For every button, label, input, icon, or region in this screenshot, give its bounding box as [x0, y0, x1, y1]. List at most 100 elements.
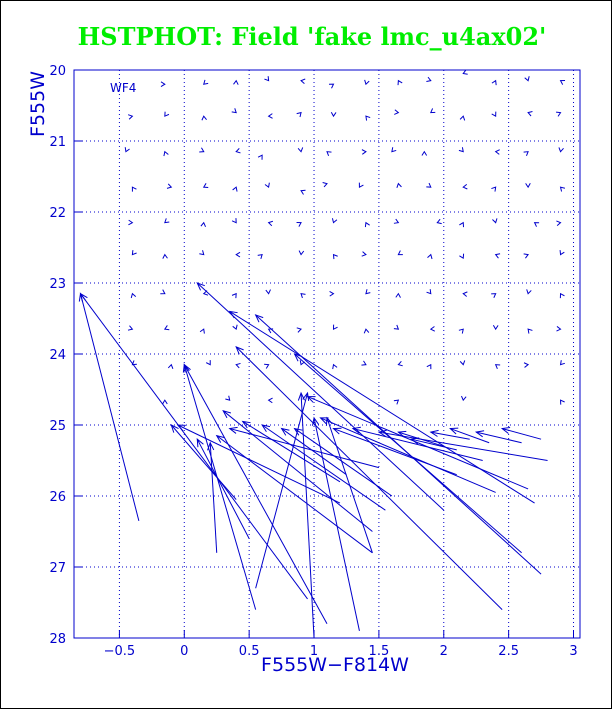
data-point	[365, 115, 371, 121]
offset-arrow	[242, 421, 341, 483]
data-point	[127, 325, 134, 331]
data-point	[296, 327, 302, 333]
data-point	[430, 108, 436, 114]
arrow-head	[332, 427, 342, 435]
data-point	[231, 218, 237, 224]
arrow-head	[319, 417, 329, 424]
data-point	[560, 399, 565, 405]
data-point	[300, 189, 306, 195]
data-point	[296, 111, 302, 118]
data-point	[199, 250, 205, 256]
offset-arrow	[196, 438, 250, 539]
data-point	[235, 362, 241, 369]
data-point	[128, 219, 134, 226]
offset-arrow	[196, 282, 445, 511]
data-point	[523, 253, 529, 259]
data-point	[332, 253, 338, 260]
data-point	[524, 76, 530, 82]
y-tick-label: 26	[49, 490, 66, 505]
points-layer	[124, 69, 566, 405]
y-tick-label: 20	[49, 64, 66, 79]
panel-label: WF4	[110, 81, 136, 95]
arrow-head	[397, 430, 407, 438]
offset-arrow	[261, 424, 386, 511]
data-point	[299, 360, 305, 366]
data-point	[364, 221, 370, 228]
arrow-head	[79, 292, 88, 302]
arrow-head	[261, 424, 271, 433]
data-point	[322, 181, 328, 188]
arrow-head	[500, 426, 511, 434]
offset-arrow	[411, 438, 457, 451]
offset-arrow	[177, 424, 341, 504]
data-point	[200, 221, 207, 227]
data-point	[525, 182, 531, 189]
data-point	[527, 111, 533, 117]
data-point	[267, 328, 274, 334]
arrow-head	[207, 441, 215, 451]
x-axis: −0.5 0 0.5 1 1.5 2 2.5 3	[104, 630, 578, 659]
data-point	[298, 250, 305, 256]
data-point	[533, 222, 540, 227]
data-point	[235, 251, 241, 258]
data-point	[365, 289, 371, 295]
y-tick-label: 21	[49, 135, 66, 150]
data-point	[559, 186, 566, 192]
chart-title: HSTPHOT: Field 'fake lmc_u4ax02'	[78, 22, 547, 51]
data-point	[459, 221, 465, 228]
offset-arrow	[352, 428, 483, 461]
data-point	[491, 186, 497, 192]
data-point	[265, 289, 271, 295]
offset-arrow	[502, 428, 542, 440]
offset-arrow	[216, 435, 373, 554]
arrow-head	[377, 429, 387, 437]
offset-arrow	[170, 424, 237, 500]
data-point	[459, 115, 466, 121]
data-point	[393, 324, 400, 330]
offset-arrow	[222, 410, 373, 532]
data-point	[297, 147, 304, 153]
arrow-head	[280, 427, 290, 436]
arrow-head	[228, 310, 238, 319]
x-axis-label: F555W−F814W	[261, 654, 409, 676]
data-point	[296, 221, 302, 227]
arrow-head	[228, 426, 238, 434]
data-point	[328, 83, 335, 89]
data-point	[358, 182, 364, 188]
data-point	[523, 151, 529, 157]
data-point	[235, 148, 241, 154]
arrow-head	[351, 426, 361, 434]
data-point	[559, 80, 566, 85]
data-point	[160, 289, 166, 295]
grid	[74, 69, 580, 639]
data-point	[397, 79, 403, 86]
data-point	[162, 399, 168, 405]
data-point	[131, 360, 137, 366]
data-point	[199, 147, 205, 153]
data-point	[558, 147, 564, 153]
offset-arrow	[183, 364, 257, 610]
data-point	[232, 324, 238, 331]
arrow-head	[241, 420, 251, 429]
data-point	[523, 362, 530, 368]
data-point	[395, 292, 401, 298]
data-point	[202, 290, 209, 296]
arrow-head	[474, 430, 485, 438]
data-point	[461, 395, 467, 402]
data-point	[160, 81, 166, 87]
arrows-layer	[78, 282, 548, 639]
data-point	[130, 292, 137, 299]
x-tick-label: −0.5	[104, 644, 136, 659]
offset-arrow	[80, 293, 140, 521]
offset-arrow	[183, 364, 328, 625]
data-point	[326, 151, 332, 157]
arrow-head	[302, 391, 310, 402]
arrow-head	[222, 409, 232, 419]
offset-arrow	[255, 392, 309, 589]
data-point	[391, 147, 397, 153]
offset-arrow	[281, 428, 347, 476]
data-point	[163, 150, 169, 157]
data-point	[426, 76, 432, 83]
data-point	[427, 253, 433, 260]
arrow-head	[170, 424, 179, 433]
